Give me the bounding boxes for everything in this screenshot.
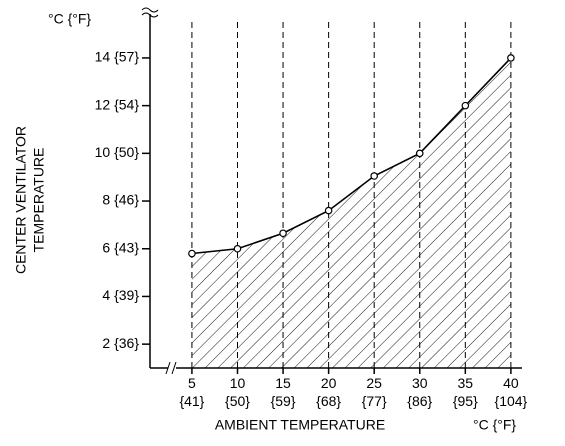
- x-tick-label: 35 {95}: [453, 375, 478, 409]
- y-tick-label: 8 {46}: [102, 192, 139, 208]
- y-tick-label: 4 {39}: [102, 287, 139, 303]
- x-tick-label: 20 {68}: [316, 375, 341, 409]
- axis-break: [141, 7, 159, 18]
- x-tick-label-line: 40: [503, 375, 519, 391]
- x-tick-label-line: 15: [275, 375, 291, 391]
- x-tick-label-line: {59}: [271, 393, 296, 409]
- x-tick-label-line: {77}: [362, 393, 387, 409]
- x-tick-label-line: {86}: [407, 393, 432, 409]
- x-tick-label: 25 {77}: [362, 375, 387, 409]
- x-tick-label-line: 20: [321, 375, 337, 391]
- point: [370, 172, 378, 180]
- y-tick-label: 12 {54}: [95, 96, 140, 112]
- x-tick-label-line: {41}: [179, 393, 204, 409]
- x-tick-label-line: {50}: [225, 393, 250, 409]
- point: [507, 54, 515, 62]
- line: [191, 57, 512, 255]
- x-axis-label: AMBIENT TEMPERATURE: [215, 417, 385, 433]
- x-tick-label-line: {95}: [453, 393, 478, 409]
- y-unit: °C {°F}: [48, 11, 91, 27]
- x-tick-label: 30 {86}: [407, 375, 432, 409]
- y-axis-label-line: TEMPERATURE: [31, 148, 47, 253]
- axis-break: [165, 361, 177, 375]
- x-tick-label: 40 {104}: [495, 375, 528, 409]
- x-unit: °C {°F}: [473, 417, 516, 433]
- x-tick-label-line: {104}: [495, 393, 528, 409]
- x-tick-label-line: 5: [188, 375, 196, 391]
- point: [279, 229, 287, 238]
- y-tick-label: 6 {43}: [102, 239, 139, 255]
- y-tick-label: 2 {36}: [102, 335, 139, 351]
- y-axis-label-line: CENTER VENTILATOR: [13, 126, 29, 274]
- x-tick-label: 15 {59}: [271, 375, 296, 409]
- point: [461, 101, 470, 110]
- x-tick-label: 10 {50}: [225, 375, 250, 409]
- x-tick-label: 5 {41}: [179, 375, 204, 409]
- x-tick-label-line: 35: [458, 375, 474, 391]
- point: [415, 149, 424, 158]
- x-tick-label-line: {68}: [316, 393, 341, 409]
- point: [324, 206, 333, 215]
- point: [188, 249, 196, 258]
- y-tick-label: 10 {50}: [95, 144, 140, 160]
- x-tick-label-line: 10: [230, 375, 246, 391]
- x-tick-label-line: 30: [412, 375, 428, 391]
- y-axis-label: CENTER VENTILATOR TEMPERATURE: [13, 126, 47, 274]
- y-tick-label: 14 {57}: [95, 49, 140, 65]
- x-tick-label-line: 25: [366, 375, 382, 391]
- area: [191, 57, 511, 368]
- point: [233, 244, 242, 253]
